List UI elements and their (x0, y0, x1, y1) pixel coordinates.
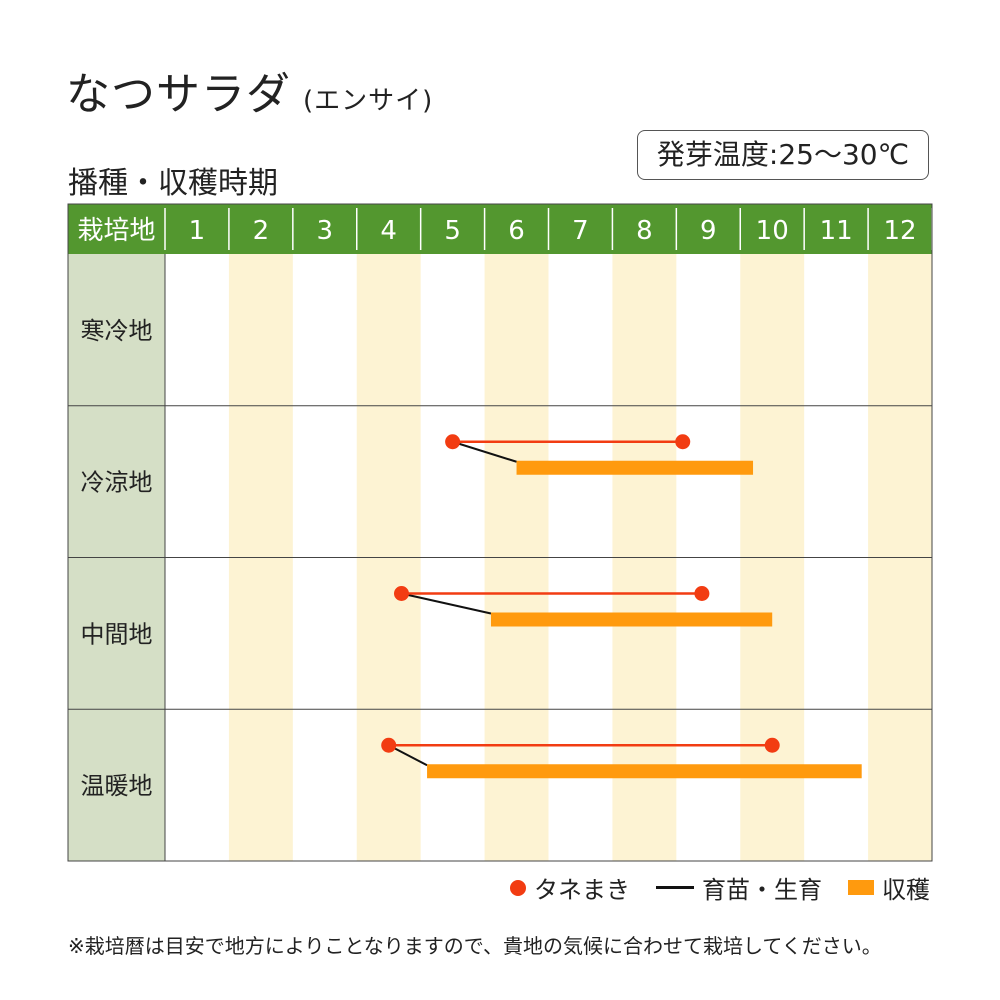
header-band (68, 204, 932, 254)
sowing-start-dot (445, 434, 461, 450)
month-label: 12 (883, 216, 916, 246)
chart-subtitle: 播種・収穫時期 (68, 166, 278, 201)
sowing-end-dot (764, 737, 780, 753)
harvest-bar-icon (848, 880, 874, 895)
month-label: 7 (572, 216, 589, 246)
legend-growing-label: 育苗・生育 (702, 876, 822, 904)
sowing-dot-icon (510, 879, 526, 896)
footnote: ※栽培暦は目安で地方によりことなりますので、貴地の気候に合わせて栽培してください… (68, 934, 882, 958)
region-label: 中間地 (81, 620, 153, 648)
growing-line-icon (656, 886, 694, 889)
region-label: 温暖地 (81, 772, 153, 800)
legend: タネまき 育苗・生育 収穫 (484, 870, 930, 905)
legend-sowing-label: タネまき (534, 876, 630, 904)
harvest-bar (427, 764, 862, 779)
sowing-start-dot (381, 737, 397, 753)
chart-border (67, 203, 933, 862)
growing-connector (452, 440, 517, 463)
month-label: 3 (317, 216, 334, 246)
page-title: なつサラダ (エンサイ) (66, 58, 433, 122)
month-label: 8 (636, 216, 653, 246)
month-label: 2 (253, 216, 270, 246)
harvest-bar (490, 612, 773, 627)
month-label: 1 (189, 216, 206, 246)
legend-harvest: 収穫 (848, 870, 930, 905)
month-label: 5 (444, 216, 461, 246)
header-label: 栽培地 (77, 216, 155, 246)
month-label: 10 (756, 216, 789, 246)
legend-growing: 育苗・生育 (656, 870, 822, 905)
month-label: 11 (820, 216, 853, 246)
region-label: 冷涼地 (81, 469, 153, 497)
sowing-end-dot (694, 586, 710, 601)
sowing-end-dot (675, 434, 691, 450)
month-label: 6 (508, 216, 525, 246)
legend-sowing: タネまき (510, 870, 630, 905)
growing-connector (401, 592, 492, 615)
sowing-start-dot (393, 586, 409, 601)
title-main: なつサラダ (66, 69, 291, 120)
harvest-bar (516, 460, 754, 475)
month-label: 9 (700, 216, 717, 246)
title-sub: (エンサイ) (303, 86, 434, 116)
germination-temp-box: 発芽温度:25〜30℃ (637, 130, 929, 180)
legend-harvest-label: 収穫 (882, 876, 930, 904)
region-label: 寒冷地 (81, 317, 153, 345)
month-label: 4 (380, 216, 397, 246)
